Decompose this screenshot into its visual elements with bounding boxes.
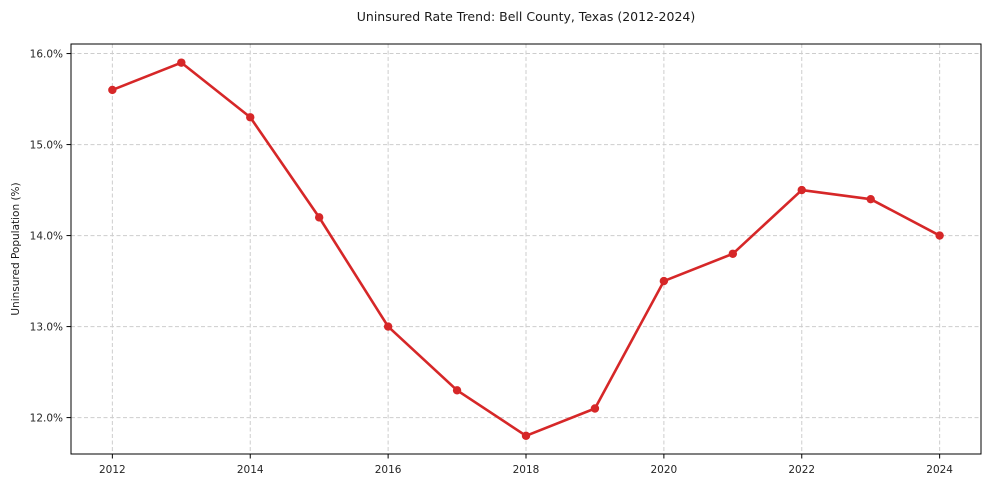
data-point [797,185,806,195]
x-tick-label: 2012 [99,464,126,476]
data-point [383,322,393,331]
data-point [935,231,944,240]
y-tick-label: 13.0% [30,321,63,333]
data-point [108,85,117,95]
y-tick-label: 15.0% [30,139,63,151]
x-tick-label: 2024 [926,464,953,476]
y-tick-label: 12.0% [30,412,63,424]
data-point [590,404,600,413]
x-tick-label: 2020 [651,464,678,476]
x-tick-label: 2016 [375,464,402,476]
data-point [866,194,875,204]
data-point [659,276,669,286]
x-tick-label: 2018 [513,464,540,476]
data-point [246,113,255,122]
data-point [728,249,738,258]
x-tick-label: 2014 [237,464,264,476]
chart-title: Uninsured Rate Trend: Bell County, Texas… [356,9,696,24]
data-point [314,213,324,222]
data-point [452,386,462,395]
y-tick-label: 16.0% [30,48,63,60]
data-point [177,58,186,67]
data-point [521,431,531,440]
x-tick-label: 2022 [788,464,815,476]
y-tick-label: 14.0% [30,230,63,242]
